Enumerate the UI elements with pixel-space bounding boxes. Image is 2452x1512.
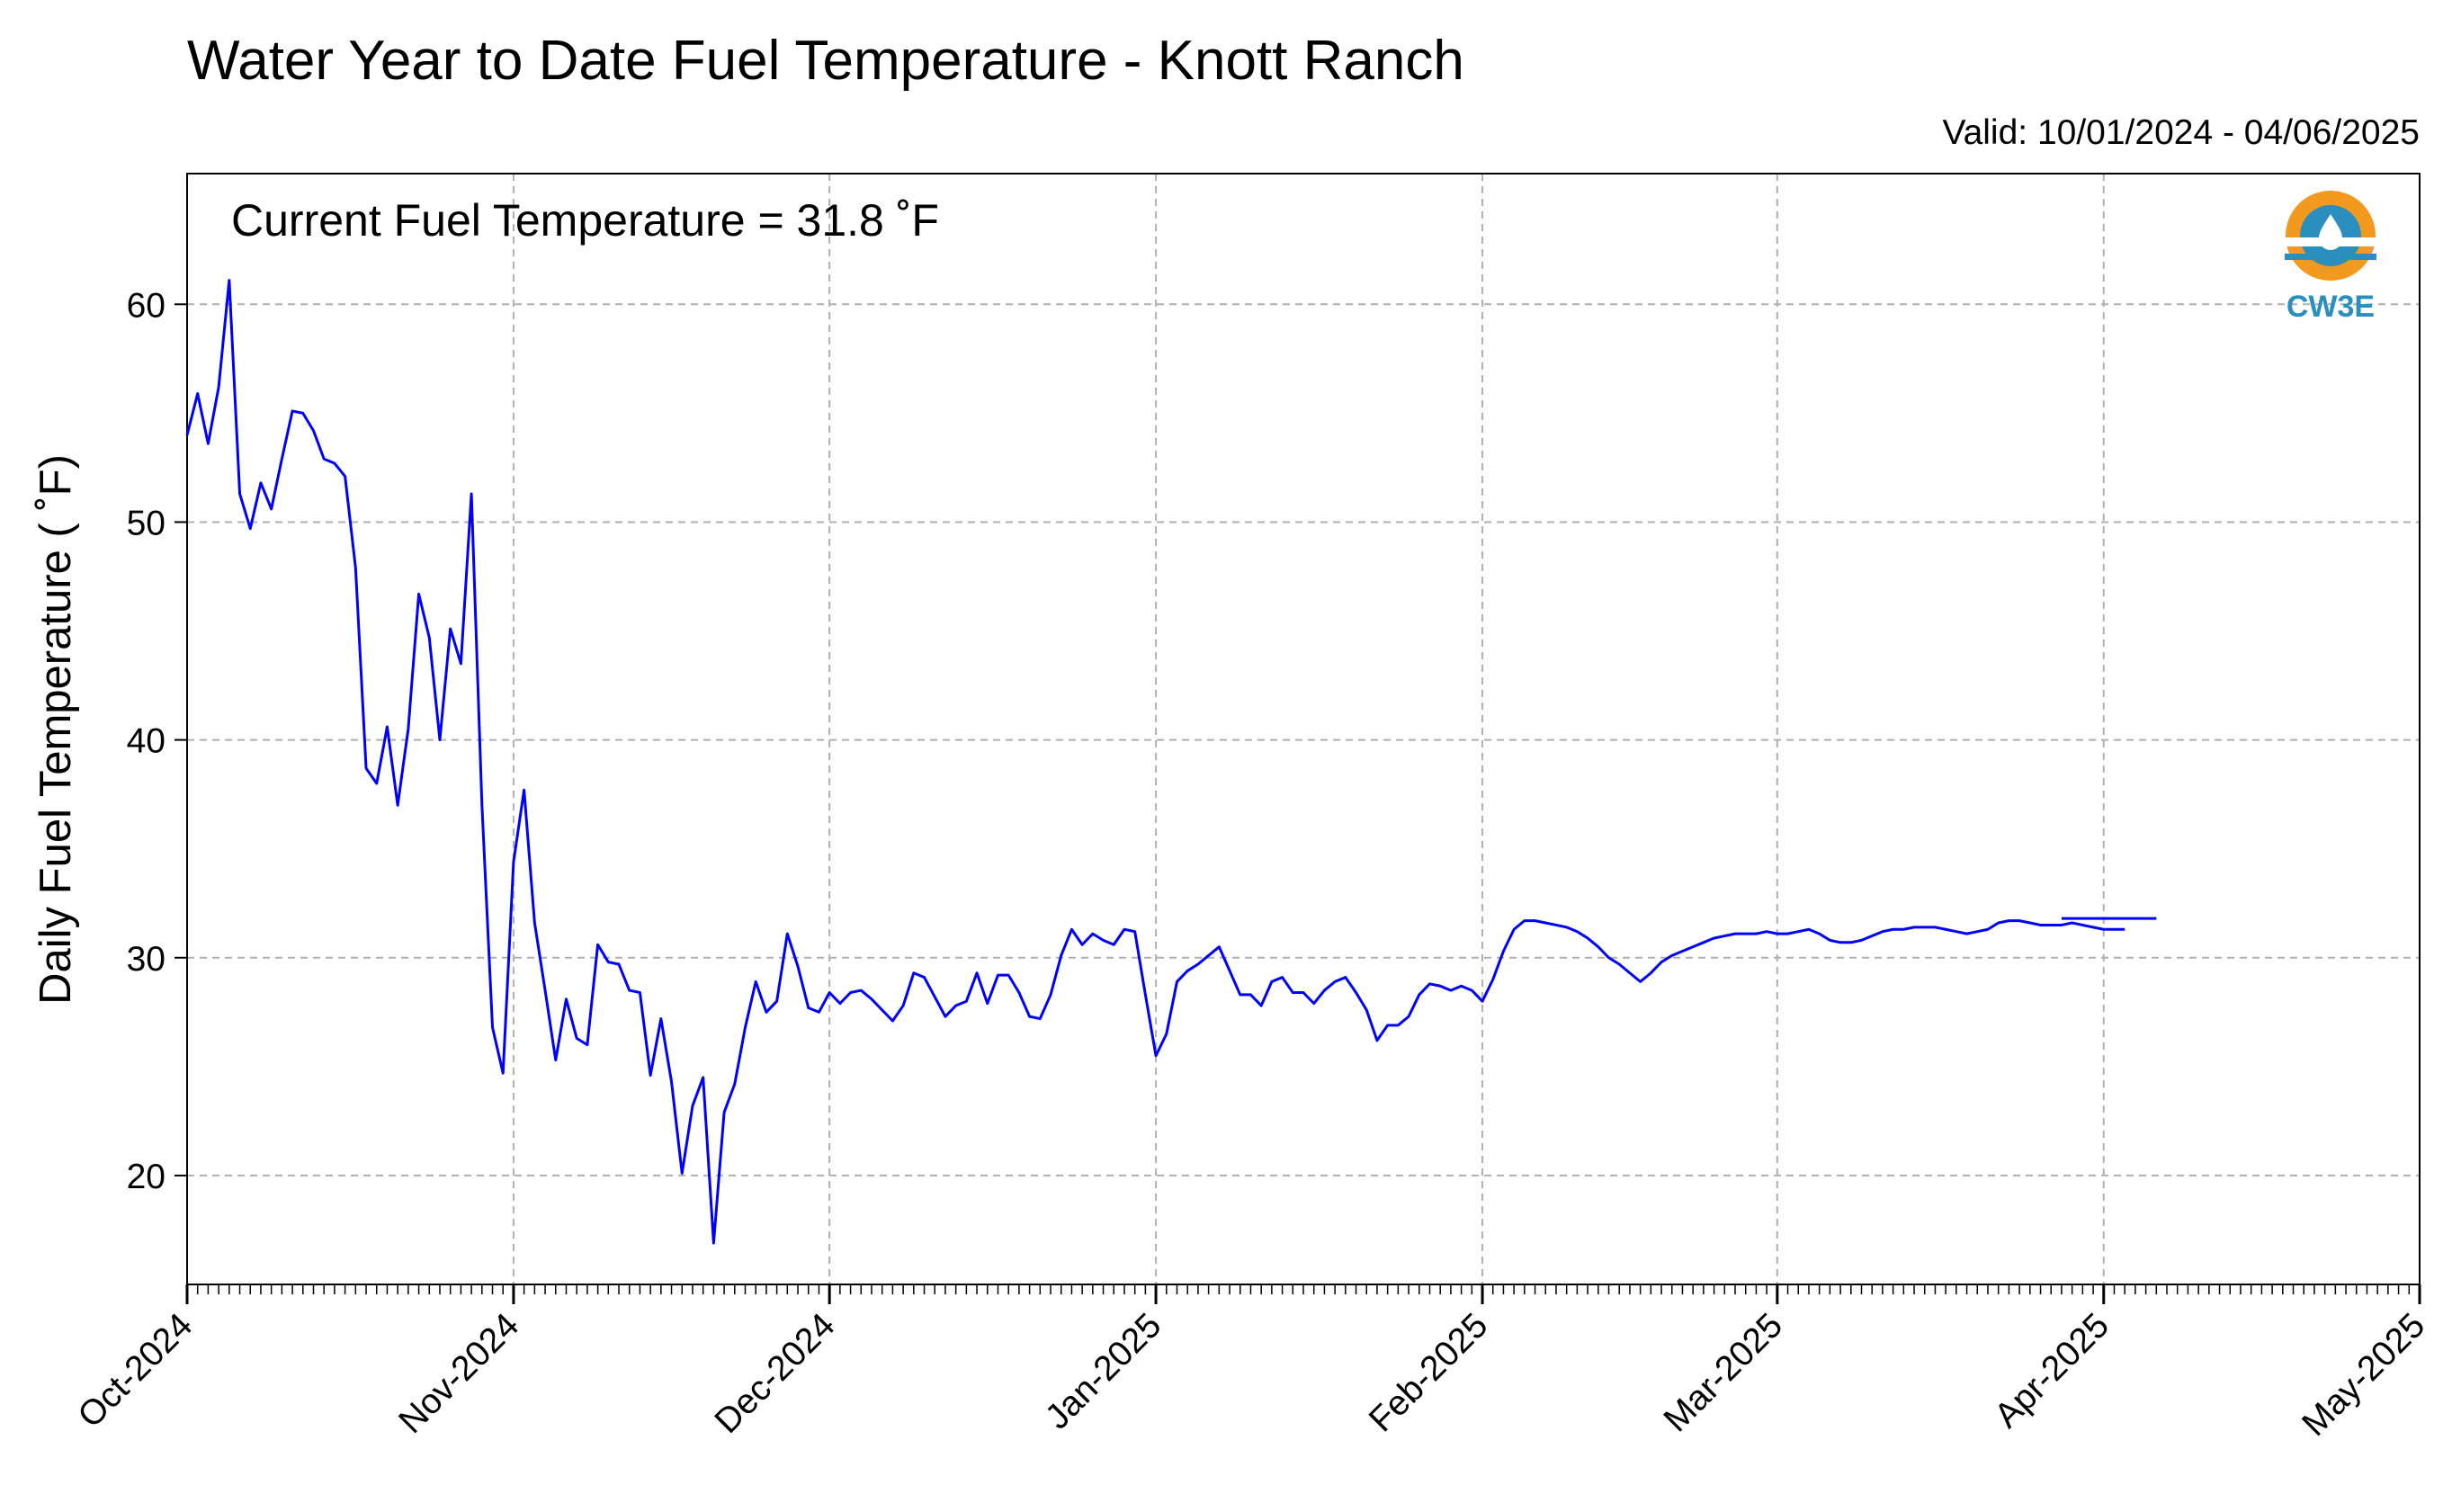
- chart-title: Water Year to Date Fuel Temperature - Kn…: [187, 30, 1464, 92]
- logo-water-bar: [2285, 254, 2376, 260]
- y-tick-label: 20: [127, 1158, 166, 1196]
- x-tick-label: Oct-2024: [71, 1306, 201, 1436]
- x-tick-label: May-2025: [2295, 1306, 2432, 1444]
- y-tick-label: 50: [127, 504, 166, 542]
- x-tick-label: Mar-2025: [1657, 1306, 1790, 1439]
- x-tick-label: Dec-2024: [708, 1306, 843, 1441]
- x-tick-label: Apr-2025: [1987, 1306, 2116, 1436]
- x-tick-label: Nov-2024: [391, 1306, 526, 1441]
- y-tick-label: 30: [127, 940, 166, 979]
- logo-text: CW3E: [2286, 290, 2375, 324]
- cw3e-logo: CW3E: [2285, 191, 2376, 324]
- grid: [186, 174, 2421, 1284]
- series-line-segment: [185, 279, 2125, 1245]
- y-axis-label: Daily Fuel Temperature ( ˚F): [31, 454, 80, 1005]
- current-temperature-annotation: Current Fuel Temperature = 31.8 ˚F: [231, 195, 939, 246]
- logo-drop-icon: [2319, 214, 2342, 250]
- fuel-temperature-series: [185, 279, 2157, 1245]
- y-axis: 20 30 40 50 60: [127, 286, 187, 1196]
- valid-range-subtitle: Valid: 10/01/2024 - 04/06/2025: [1942, 113, 2420, 152]
- y-tick-label: 40: [127, 722, 166, 761]
- x-tick-label: Jan-2025: [1038, 1306, 1168, 1436]
- plot-frame: [186, 173, 2421, 1285]
- x-axis: Oct-2024 Nov-2024 Dec-2024 Jan-2025 Feb-2025…: [71, 1284, 2432, 1444]
- x-tick-label: Feb-2025: [1362, 1306, 1495, 1439]
- y-tick-label: 60: [127, 286, 166, 325]
